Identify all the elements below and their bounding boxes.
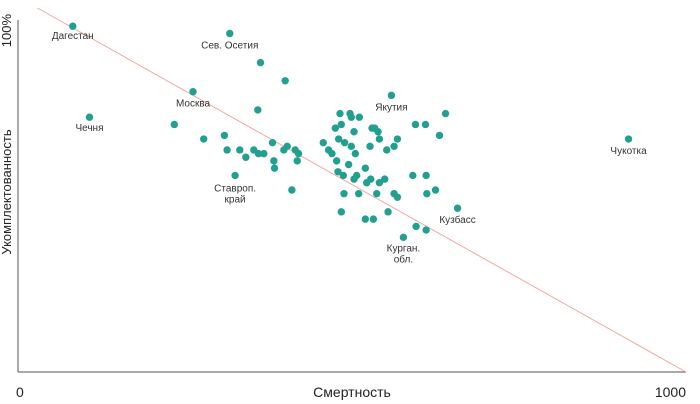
- data-point: [340, 138, 349, 147]
- data-point: [373, 189, 381, 198]
- data-point: [384, 208, 392, 216]
- data-point: [256, 58, 265, 67]
- data-point: [337, 120, 346, 129]
- data-point: [411, 120, 420, 129]
- data-point: [293, 157, 301, 165]
- data-point-highlighted: [453, 204, 462, 212]
- data-point: [351, 149, 360, 158]
- data-point: [355, 113, 364, 121]
- point-labels-layer: Дагестан Сев. Осетия Чечня Москва Якутия Став…: [52, 31, 647, 265]
- data-point: [393, 135, 402, 143]
- data-point: [281, 77, 289, 85]
- data-point: [381, 175, 389, 183]
- x-tick-min: 0: [16, 384, 24, 400]
- y-tick-max: 100%: [0, 14, 14, 48]
- x-tick-max: 1000: [655, 384, 686, 400]
- point-label: Ставроп. край: [214, 183, 256, 205]
- data-point: [334, 168, 342, 176]
- data-point: [350, 128, 358, 136]
- data-point-highlighted: [231, 171, 239, 180]
- data-point: [390, 189, 398, 198]
- data-point: [331, 124, 339, 132]
- data-point: [423, 189, 431, 198]
- points-layer: [69, 22, 633, 242]
- data-point: [220, 131, 229, 140]
- trend-line: [37, 7, 687, 373]
- data-point: [431, 186, 440, 194]
- data-point: [170, 120, 179, 129]
- data-point: [366, 142, 374, 151]
- data-point: [260, 149, 268, 158]
- data-point: [412, 222, 420, 231]
- data-point: [421, 120, 430, 129]
- data-point: [347, 113, 356, 121]
- data-point: [369, 215, 378, 223]
- data-point: [422, 226, 430, 234]
- point-label: Сев. Осетия: [201, 40, 258, 51]
- data-point: [409, 171, 417, 180]
- data-point: [435, 131, 444, 140]
- data-point: [337, 208, 346, 216]
- plot-area: Дагестан Сев. Осетия Чечня Москва Якутия Став…: [17, 7, 687, 373]
- data-point: [375, 179, 384, 187]
- data-point: [328, 149, 336, 158]
- data-point: [268, 138, 277, 147]
- data-point: [347, 142, 356, 151]
- data-point: [367, 175, 375, 183]
- data-point: [200, 135, 208, 143]
- data-point: [254, 149, 263, 158]
- data-point-highlighted: [85, 113, 94, 121]
- data-point: [390, 142, 398, 151]
- data-point: [361, 215, 370, 223]
- point-label: Курган. обл.: [387, 243, 421, 265]
- data-point: [270, 164, 279, 172]
- data-point-highlighted: [226, 29, 234, 38]
- data-point: [344, 160, 353, 169]
- data-point: [334, 135, 343, 143]
- data-point: [441, 109, 450, 118]
- data-point-highlighted: [399, 233, 408, 242]
- data-point: [223, 146, 231, 154]
- data-point-highlighted: [387, 91, 396, 100]
- data-point: [383, 146, 391, 154]
- y-axis-label: Укомплектованность: [0, 129, 14, 254]
- point-label: Кузбасс: [439, 214, 475, 226]
- data-point: [375, 135, 384, 143]
- point-label: Москва: [176, 99, 211, 110]
- data-point: [283, 142, 291, 151]
- data-point: [294, 149, 303, 158]
- point-label: Дагестан: [52, 31, 94, 42]
- data-point: [422, 171, 430, 180]
- point-label: Чукотка: [610, 146, 647, 157]
- data-point: [332, 157, 341, 165]
- data-point: [270, 157, 278, 165]
- data-point: [352, 171, 361, 180]
- data-point: [319, 138, 327, 147]
- data-point: [339, 171, 348, 180]
- data-point: [354, 189, 363, 198]
- data-point-highlighted: [189, 88, 197, 96]
- point-label: Чечня: [75, 123, 103, 134]
- data-point: [336, 109, 344, 118]
- data-point: [288, 186, 296, 194]
- data-point: [374, 128, 382, 136]
- data-point: [242, 153, 250, 161]
- data-point: [236, 146, 244, 154]
- point-label: Якутия: [375, 102, 407, 113]
- data-point-highlighted: [624, 135, 633, 143]
- data-point: [340, 189, 348, 198]
- data-point: [361, 164, 370, 172]
- x-axis-label: Смертность: [313, 384, 391, 400]
- data-point-highlighted: [69, 22, 77, 30]
- data-point: [254, 106, 262, 114]
